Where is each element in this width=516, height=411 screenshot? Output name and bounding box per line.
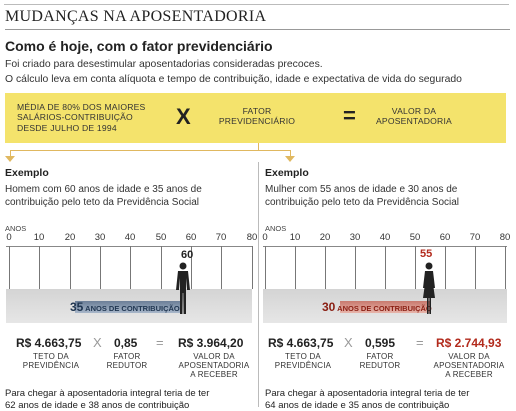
example-2-times-sign: X [344, 335, 353, 350]
connector-right-drop [290, 150, 291, 157]
example-1-tick-line [130, 246, 131, 289]
example-1-contribution-label: 35 ANOS DE CONTRIBUIÇÃO [70, 300, 180, 314]
example-1-axis-label: ANOS [5, 224, 27, 233]
example-1-tick-label: 10 [33, 232, 45, 243]
connector-line [10, 150, 290, 151]
example-1-teto-value: R$ 4.663,75 [16, 336, 82, 350]
page-subtitle: Como é hoje, com o fator previdenciário [5, 38, 273, 54]
example-1-factor-value: 0,85 [114, 336, 138, 350]
example-2-tick-label: 20 [319, 232, 331, 243]
example-2-tick-label: 30 [349, 232, 361, 243]
example-2-tick-line [505, 246, 506, 289]
example-1-tick-label: 80 [246, 232, 258, 243]
example-1-tick-label: 40 [124, 232, 136, 243]
example-1-tick-line [252, 246, 253, 289]
example-2-tick-line [445, 246, 446, 289]
example-1-result-caption: VALOR DA APOSENTADORIA A RECEBER [178, 352, 250, 379]
example-2-tick-label: 40 [379, 232, 391, 243]
example-2-tick-label: 70 [469, 232, 481, 243]
example-1-tick-line [191, 246, 192, 289]
example-1-tick-label: 70 [215, 232, 227, 243]
example-2-tick-line [325, 246, 326, 289]
example-1-equals-sign: = [156, 335, 164, 350]
example-1-factor-caption: FATOR REDUTOR [106, 352, 148, 370]
example-2-tick-label: 60 [439, 232, 451, 243]
example-1-tick-line [9, 246, 10, 289]
example-1-times-sign: X [93, 335, 102, 350]
example-1-footnote: Para chegar à aposentadoria integral ter… [5, 388, 210, 411]
formula-times-sign: X [176, 104, 191, 129]
example-2-teto-caption: TETO DA PREVIDÊNCIA [274, 352, 332, 370]
example-1-tick-label: 50 [155, 232, 167, 243]
example-2-contribution-label: 30 ANOS DE CONTRIBUIÇÃO [322, 300, 432, 314]
connector-stem [258, 143, 259, 151]
example-2-age-label: 55 [420, 248, 433, 260]
man-figure-icon [176, 262, 190, 314]
woman-figure-icon [423, 262, 435, 314]
example-1-tick-label: 20 [64, 232, 76, 243]
example-2-axis-label: ANOS [265, 224, 287, 233]
column-divider [258, 162, 259, 407]
formula-equals-sign: = [343, 103, 356, 128]
example-2-tick-label: 50 [409, 232, 421, 243]
example-2-tick-label: 0 [262, 232, 268, 243]
example-2-factor-caption: FATOR REDUTOR [359, 352, 401, 370]
formula-result: VALOR DA APOSENTADORIA [376, 106, 452, 127]
example-1-description: Homem com 60 anos de idade e 35 anos de … [5, 184, 202, 208]
example-1-tick-label: 30 [94, 232, 106, 243]
example-1-tick-line [161, 246, 162, 289]
example-2-tick-line [415, 246, 416, 289]
example-2-result-value: R$ 2.744,93 [436, 336, 502, 350]
example-2-tick-line [475, 246, 476, 289]
arrow-down-icon [5, 156, 15, 162]
example-1-axis-line [6, 246, 252, 247]
arrow-down-icon [285, 156, 295, 162]
example-1-contribution-bar [75, 301, 181, 313]
example-2-tick-label: 10 [289, 232, 301, 243]
top-rule [4, 4, 509, 5]
example-2-contribution-bar [340, 301, 430, 313]
intro-line-1: Foi criado para desestimular aposentador… [5, 59, 323, 70]
example-1-age-label: 60 [181, 249, 194, 261]
formula-box [5, 93, 506, 143]
formula-term-factor: FATOR PREVIDENCIÁRIO [218, 106, 296, 127]
section-title: MUDANÇAS NA APOSENTADORIA [5, 8, 267, 25]
title-rule [5, 29, 510, 30]
example-1-tick-line [39, 246, 40, 289]
example-1-tick-line [70, 246, 71, 289]
example-2-factor-value: 0,595 [365, 336, 396, 350]
example-2-description: Mulher com 55 anos de idade e 30 anos de… [265, 184, 460, 208]
example-2-tick-line [265, 246, 266, 289]
example-1-tick-label: 0 [6, 232, 12, 243]
example-1-tick-line [221, 246, 222, 289]
example-2-tick-label: 80 [499, 232, 511, 243]
formula-term-average: MÉDIA DE 80% DOS MAIORES SALÁRIOS-CONTRI… [17, 102, 146, 133]
example-2-teto-value: R$ 4.663,75 [268, 336, 334, 350]
example-2-equals-sign: = [416, 335, 424, 350]
example-2-tick-line [295, 246, 296, 289]
example-1-result-value: R$ 3.964,20 [178, 336, 244, 350]
example-1-tick-label: 60 [185, 232, 197, 243]
example-2-tick-line [385, 246, 386, 289]
intro-line-2: O cálculo leva em conta alíquota e tempo… [5, 74, 462, 85]
example-2-title: Exemplo [265, 167, 309, 179]
example-1-teto-caption: TETO DA PREVIDÊNCIA [22, 352, 80, 370]
example-1-tick-line [100, 246, 101, 289]
example-2-tick-line [355, 246, 356, 289]
example-2-footnote: Para chegar à aposentadoria integral ter… [265, 388, 470, 411]
example-1-title: Exemplo [5, 167, 49, 179]
example-2-result-caption: VALOR DA APOSENTADORIA A RECEBER [433, 352, 505, 379]
connector-left-drop [10, 150, 11, 157]
